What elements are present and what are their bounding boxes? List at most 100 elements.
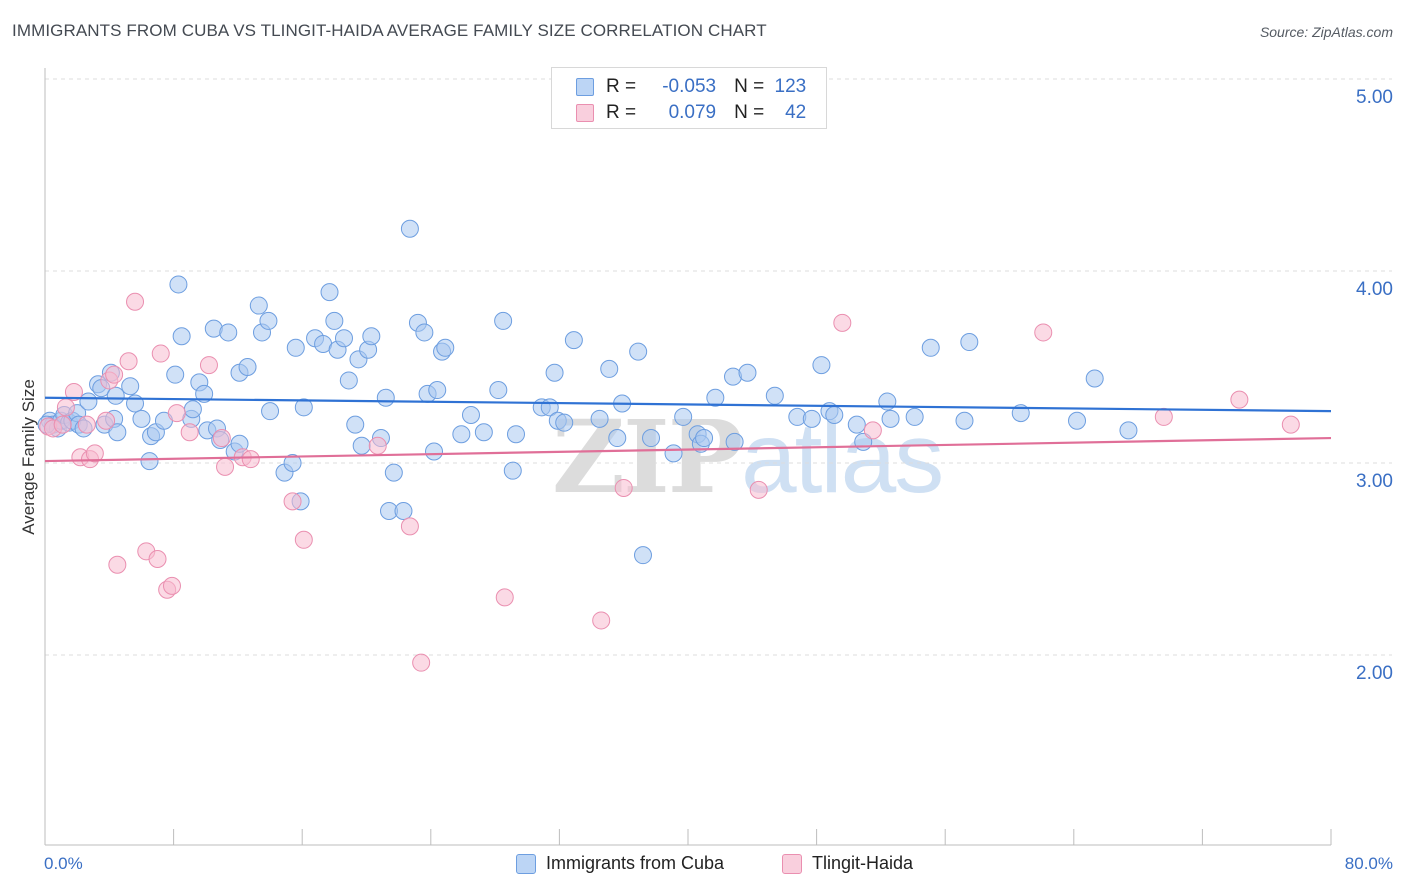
cuba-point xyxy=(674,407,693,426)
cuba-point xyxy=(474,423,493,442)
legend-swatch-cuba xyxy=(516,853,536,874)
trend-lines xyxy=(44,396,1332,463)
cuba-point xyxy=(140,452,159,471)
x-tick-label-max: 80.0% xyxy=(1345,854,1393,873)
cuba-point xyxy=(320,283,339,302)
tlingit-point xyxy=(77,415,96,434)
tlingit-point xyxy=(85,444,104,463)
cuba-point xyxy=(881,409,900,428)
cuba-point xyxy=(564,331,583,350)
tlingit-point xyxy=(97,411,116,430)
tlingit-point xyxy=(180,423,199,442)
cuba-point xyxy=(847,415,866,434)
source-credit: Source: ZipAtlas.com xyxy=(1259,24,1393,40)
cuba-point xyxy=(362,327,381,346)
tlingit-point xyxy=(294,530,313,549)
tlingit-point xyxy=(592,611,611,630)
tlingit-point xyxy=(833,313,852,332)
tlingit-point xyxy=(53,415,72,434)
tlingit-point xyxy=(614,478,633,497)
tlingit-point xyxy=(212,429,231,448)
cuba-point xyxy=(352,436,371,455)
legend-item-tlingit[interactable]: Tlingit-Haida xyxy=(782,853,913,874)
cuba-point xyxy=(1119,421,1138,440)
cuba-point xyxy=(121,377,140,396)
cuba-point xyxy=(825,406,844,424)
y-tick-label: 2.00 xyxy=(1356,663,1393,684)
cuba-point xyxy=(415,323,434,342)
cuba-point xyxy=(172,327,191,346)
cuba-point xyxy=(238,358,257,376)
y-axis-title: Average Family Size xyxy=(19,379,38,535)
legend-item-cuba[interactable]: Immigrants from Cuba xyxy=(516,853,724,874)
cuba-point xyxy=(503,461,522,480)
tlingit-point xyxy=(863,421,882,440)
cuba-point xyxy=(1085,369,1104,388)
cuba-point xyxy=(376,388,395,407)
cuba-point xyxy=(765,386,784,405)
cuba-point xyxy=(195,384,214,403)
cuba-point xyxy=(506,425,525,444)
cuba-point xyxy=(960,333,979,352)
cuba-point xyxy=(436,338,455,357)
trend-line-cuba xyxy=(44,396,1332,413)
cuba-point xyxy=(608,429,627,448)
legend-swatch-tlingit xyxy=(782,853,802,874)
cuba-point xyxy=(79,392,98,411)
tlingit-point xyxy=(56,398,75,417)
cuba-point xyxy=(428,381,447,400)
tlingit-point xyxy=(119,352,138,371)
r-label: R = xyxy=(606,76,637,97)
y-tick-label: 4.00 xyxy=(1356,279,1393,300)
cuba-point xyxy=(294,398,313,417)
cuba-point xyxy=(325,311,344,330)
cuba-point xyxy=(489,381,508,400)
cuba-point xyxy=(642,429,661,448)
cuba-point xyxy=(921,338,940,357)
tlingit-point xyxy=(151,344,170,363)
tlingit-point xyxy=(283,492,302,511)
cuba-point xyxy=(219,323,238,342)
y-tick-label: 3.00 xyxy=(1356,471,1393,492)
series-tlingit-haida xyxy=(39,292,1300,672)
tlingit-point xyxy=(1034,323,1053,342)
legend-row-cuba: R = -0.053 N = 123 xyxy=(576,74,806,100)
tlingit-point xyxy=(126,292,145,311)
cuba-point xyxy=(955,411,974,430)
cuba-point xyxy=(706,388,725,407)
x-tick-label-min: 0.0% xyxy=(44,854,83,873)
cuba-point xyxy=(286,338,305,357)
tlingit-point xyxy=(108,555,127,574)
tlingit-point xyxy=(216,457,235,476)
r-value: 0.079 xyxy=(668,102,717,123)
tlingit-point xyxy=(749,480,768,499)
cuba-point xyxy=(802,409,821,428)
cuba-point xyxy=(132,409,151,428)
cuba-point xyxy=(725,432,744,451)
tlingit-point xyxy=(400,517,419,536)
tlingit-point xyxy=(241,450,260,469)
trend-line-tlingit xyxy=(44,436,1332,463)
cuba-point xyxy=(494,311,513,330)
cuba-point xyxy=(812,356,831,375)
cuba-point xyxy=(400,219,419,238)
watermark-zip: ZIP xyxy=(552,398,743,516)
cuba-point xyxy=(283,454,302,472)
tlingit-point xyxy=(368,436,387,455)
series-immigrants-from-cuba xyxy=(37,219,1138,565)
cuba-point xyxy=(600,359,619,378)
cuba-point xyxy=(183,400,202,419)
y-tick-label: 5.00 xyxy=(1356,87,1393,108)
cuba-point xyxy=(664,444,683,463)
cuba-point xyxy=(259,311,278,330)
cuba-point xyxy=(905,407,924,426)
tlingit-point xyxy=(64,382,83,401)
x-axis-ticks xyxy=(173,829,1332,845)
n-label: N = xyxy=(734,76,765,97)
cuba-point xyxy=(384,463,403,482)
tlingit-point xyxy=(199,356,218,375)
tlingit-point xyxy=(1281,415,1300,434)
r-label: R = xyxy=(606,102,637,123)
cuba-point xyxy=(261,402,280,421)
